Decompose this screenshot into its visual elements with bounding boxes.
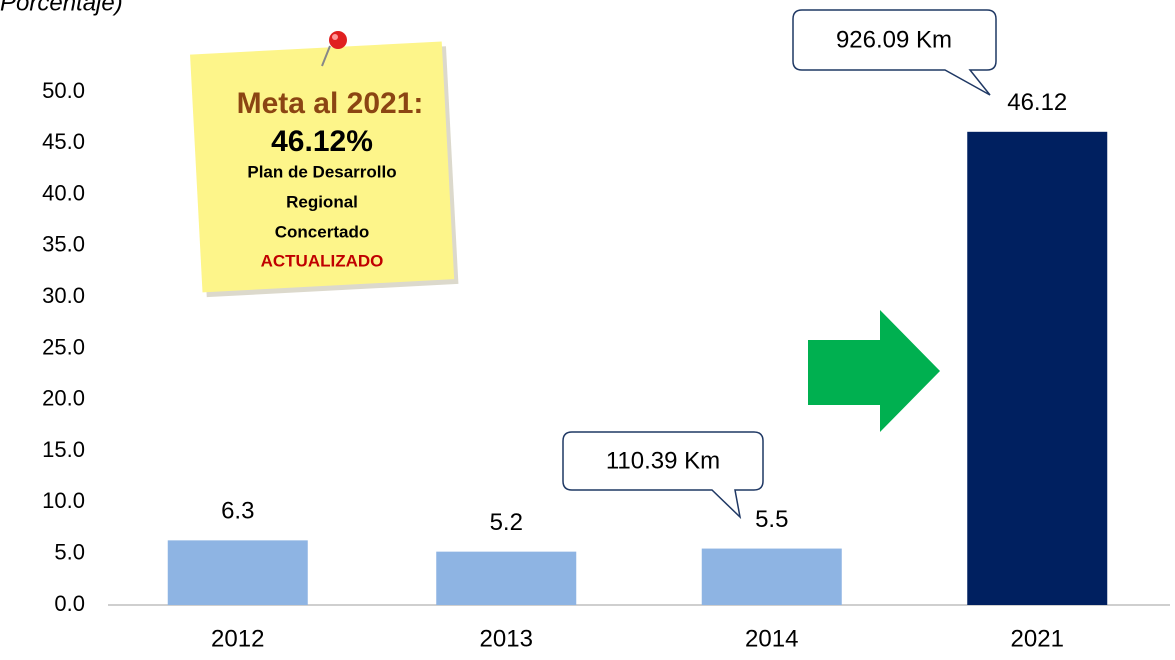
y-tick-label: 15.0: [42, 437, 85, 462]
x-tick-label: 2014: [745, 625, 798, 652]
x-tick-label: 2012: [211, 625, 264, 652]
arrow: [808, 310, 940, 432]
y-tick-label: 45.0: [42, 129, 85, 154]
y-tick-label: 35.0: [42, 232, 85, 257]
x-tick-label: 2021: [1011, 625, 1064, 652]
callout-text: 926.09 Km: [836, 26, 952, 53]
value-label: 5.5: [755, 506, 788, 533]
bar: [436, 551, 577, 605]
y-tick-label: 50.0: [42, 78, 85, 103]
callout-box: [792, 9, 997, 96]
x-tick-label: 2013: [480, 625, 533, 652]
bar: [701, 548, 842, 605]
note-line: Concertado: [275, 222, 369, 241]
y-tick-label: 20.0: [42, 386, 85, 411]
callout-box: [562, 431, 764, 520]
sticky-note: [190, 41, 459, 298]
chart-title: Porcentaje): [0, 0, 123, 16]
bar: [967, 131, 1108, 605]
note-line: Plan de Desarrollo: [247, 162, 396, 181]
value-label: 46.12: [1007, 89, 1067, 116]
note-title: Meta al 2021:: [237, 87, 424, 120]
note-line: ACTUALIZADO: [261, 251, 384, 270]
callout-text: 110.39 Km: [606, 447, 720, 474]
y-tick-label: 0.0: [54, 591, 85, 616]
pin: [321, 31, 347, 67]
value-label: 6.3: [221, 498, 254, 525]
value-label: 5.2: [490, 509, 523, 536]
y-tick-label: 10.0: [42, 488, 85, 513]
bar: [167, 540, 308, 605]
y-tick-label: 40.0: [42, 180, 85, 205]
note-line: Regional: [286, 192, 358, 211]
y-tick-label: 30.0: [42, 283, 85, 308]
y-tick-label: 5.0: [54, 540, 85, 565]
note-goal: 46.12%: [271, 125, 373, 158]
y-tick-label: 25.0: [42, 334, 85, 359]
